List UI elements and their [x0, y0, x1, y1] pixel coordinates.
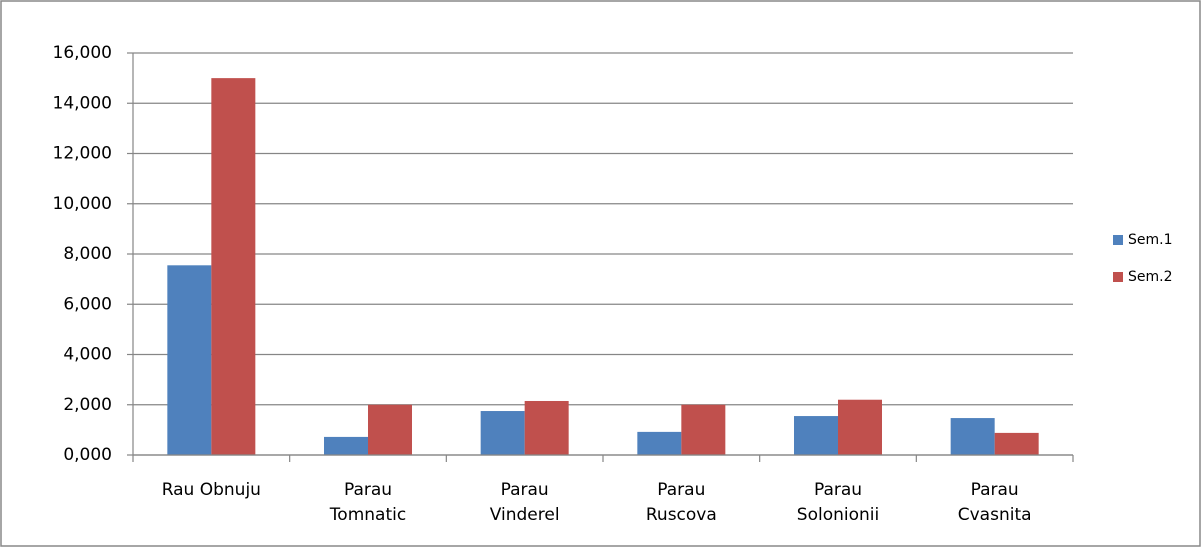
- legend-swatch: [1113, 272, 1123, 282]
- legend-label: Sem.2: [1128, 269, 1173, 285]
- bar: [994, 432, 1039, 455]
- bar: [480, 411, 525, 455]
- legend-label: Sem.1: [1128, 232, 1173, 248]
- y-tick-label: 0,000: [63, 445, 112, 465]
- y-tick-label: 16,000: [53, 43, 112, 63]
- x-tick-label: Parau Vinderel: [489, 480, 560, 525]
- x-tick-label: Parau Cvasnita: [957, 480, 1032, 525]
- y-tick-label: 10,000: [53, 194, 112, 214]
- y-tick-label: 12,000: [53, 144, 112, 164]
- x-tick-label: Parau Ruscova: [645, 480, 717, 525]
- bar: [324, 436, 368, 455]
- x-tick-label: Rau Obnuju: [161, 480, 261, 500]
- y-tick-label: 6,000: [63, 294, 112, 314]
- bar: [368, 404, 412, 455]
- x-tick-label: Parau Tomnatic: [329, 480, 407, 525]
- bar: [167, 265, 212, 455]
- y-tick-label: 14,000: [53, 93, 112, 113]
- y-tick-label: 4,000: [63, 345, 112, 365]
- bar: [838, 399, 882, 455]
- y-tick-label: 2,000: [63, 395, 112, 415]
- bar: [950, 418, 995, 455]
- legend-swatch: [1113, 235, 1123, 245]
- bar: [794, 416, 838, 455]
- bar: [681, 404, 726, 455]
- y-tick-label: 8,000: [63, 244, 112, 264]
- bar: [524, 400, 569, 455]
- x-tick-label: Parau Solonionii: [796, 480, 880, 525]
- bar: [637, 431, 682, 455]
- bar: [211, 78, 256, 455]
